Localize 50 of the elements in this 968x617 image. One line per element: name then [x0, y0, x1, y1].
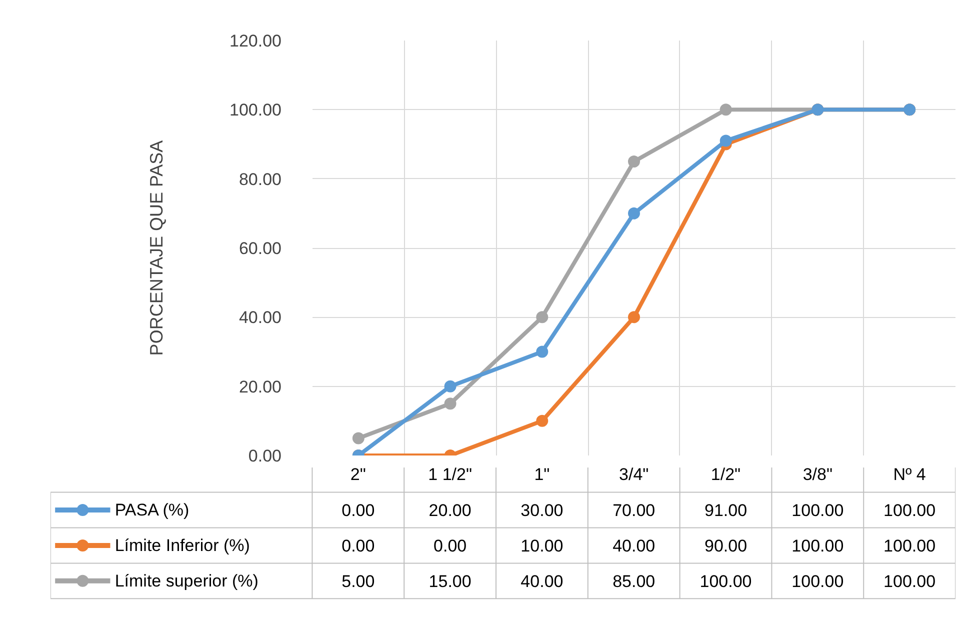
point [628, 207, 640, 220]
point [628, 311, 640, 324]
point [444, 380, 456, 392]
data-label: 91.00 [704, 501, 748, 520]
data-label: 15.00 [428, 572, 472, 591]
data-label: 70.00 [612, 501, 656, 520]
data-label: 100.00 [884, 501, 936, 520]
x-tick-label: Nº 4 [893, 465, 926, 484]
data-label: 100.00 [792, 536, 844, 556]
data-label: 85.00 [612, 572, 656, 591]
data-label: 30.00 [520, 501, 564, 520]
y-tick-label: 100.00 [230, 100, 282, 120]
data-label: 100.00 [884, 536, 936, 556]
point [536, 346, 548, 358]
legend-label: Límite superior (%) [114, 571, 258, 590]
point [536, 414, 548, 427]
x-tick-label: 1 1/2" [428, 465, 472, 484]
data-label: 0.00 [342, 501, 375, 520]
x-tick-label: 2" [350, 465, 366, 484]
data-label: 10.00 [520, 536, 564, 556]
legend-label: Límite Inferior (%) [114, 536, 250, 555]
x-tick-label: 1" [534, 465, 550, 484]
data-label: 5.00 [342, 572, 375, 591]
point [536, 311, 548, 324]
data-label: 100.00 [700, 572, 752, 591]
y-tick-label: 80.00 [238, 170, 282, 189]
y-tick-label: 40.00 [238, 308, 282, 328]
x-tick-label: 3/4" [619, 465, 649, 484]
data-label: 100.00 [884, 572, 936, 591]
data-label: 40.00 [612, 536, 656, 556]
data-label: 20.00 [428, 501, 472, 520]
point [720, 134, 732, 147]
data-label: 0.00 [342, 536, 375, 556]
point [720, 104, 732, 116]
y-tick-label: 20.00 [238, 377, 282, 396]
y-tick-label: 60.00 [238, 239, 282, 258]
x-tick-label: 3/8" [802, 465, 832, 484]
point [628, 156, 640, 168]
data-label: 100.00 [792, 501, 844, 520]
y-tick-label: 120.00 [230, 32, 282, 50]
legend-label: PASA (%) [114, 500, 190, 520]
point [352, 432, 364, 444]
data-label: 100.00 [792, 572, 844, 591]
x-tick-label: 1/2" [710, 465, 741, 484]
point [444, 398, 456, 410]
y-axis-title: PORCENTAJE QUE PASA [146, 140, 167, 356]
data-label: 0.00 [434, 536, 467, 556]
data-label: 90.00 [704, 536, 748, 556]
y-tick-label: 0.00 [248, 446, 282, 466]
data-label: 40.00 [520, 572, 564, 591]
